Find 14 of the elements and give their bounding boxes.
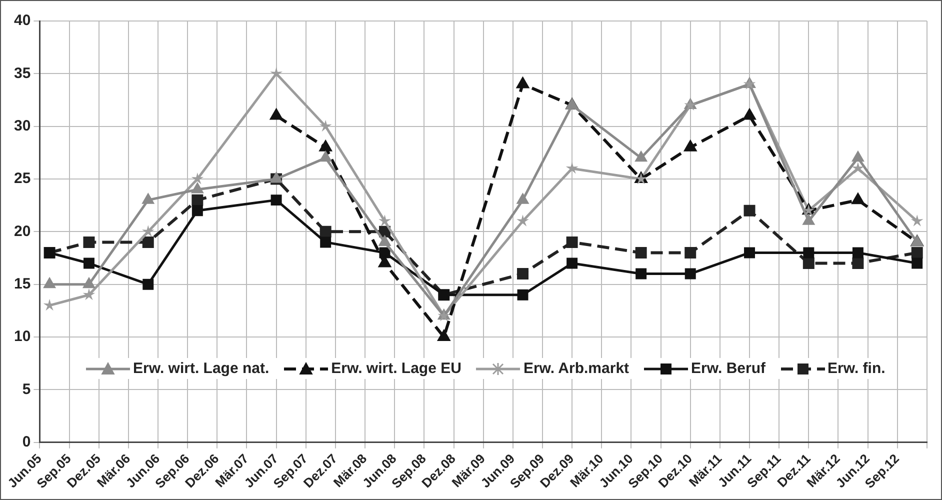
y-tick-label: 15 (14, 275, 31, 292)
legend-label: Erw. wirt. Lage nat. (133, 360, 270, 377)
legend-label: Erw. Beruf (691, 360, 766, 377)
legend-label: Erw. fin. (828, 360, 886, 377)
y-tick-label: 10 (14, 328, 31, 346)
y-tick-label: 5 (22, 380, 31, 398)
legend-label: Erw. wirt. Lage EU (331, 360, 462, 377)
y-tick-label: 35 (14, 64, 31, 82)
y-tick-label: 20 (14, 222, 31, 240)
y-tick-label: 0 (22, 433, 31, 450)
y-tick-label: 25 (14, 170, 31, 188)
y-tick-label: 40 (14, 12, 31, 30)
y-tick-label: 30 (14, 117, 31, 134)
legend-label: Erw. Arb.markt (523, 360, 630, 377)
